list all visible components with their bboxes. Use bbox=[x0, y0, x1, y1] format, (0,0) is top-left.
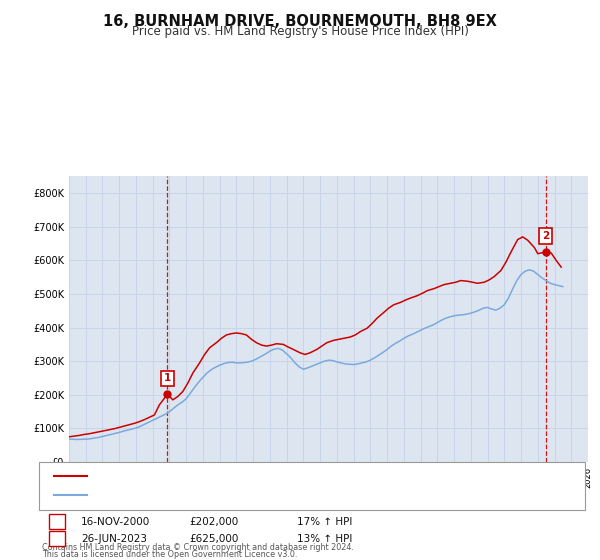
Text: 2: 2 bbox=[53, 534, 61, 544]
Text: 1: 1 bbox=[164, 374, 171, 384]
Text: 16, BURNHAM DRIVE, BOURNEMOUTH, BH8 9EX: 16, BURNHAM DRIVE, BOURNEMOUTH, BH8 9EX bbox=[103, 14, 497, 29]
Text: 17% ↑ HPI: 17% ↑ HPI bbox=[297, 517, 352, 527]
Text: 2: 2 bbox=[542, 231, 550, 241]
Text: 1: 1 bbox=[53, 517, 61, 527]
Text: £625,000: £625,000 bbox=[189, 534, 238, 544]
Text: Price paid vs. HM Land Registry's House Price Index (HPI): Price paid vs. HM Land Registry's House … bbox=[131, 25, 469, 38]
Text: Contains HM Land Registry data © Crown copyright and database right 2024.: Contains HM Land Registry data © Crown c… bbox=[42, 543, 354, 552]
Text: HPI: Average price, detached house, Bournemouth Christchurch and Poole: HPI: Average price, detached house, Bour… bbox=[96, 491, 449, 500]
Text: 16-NOV-2000: 16-NOV-2000 bbox=[81, 517, 150, 527]
Text: £202,000: £202,000 bbox=[189, 517, 238, 527]
Text: This data is licensed under the Open Government Licence v3.0.: This data is licensed under the Open Gov… bbox=[42, 550, 298, 559]
Text: 13% ↑ HPI: 13% ↑ HPI bbox=[297, 534, 352, 544]
Text: 26-JUN-2023: 26-JUN-2023 bbox=[81, 534, 147, 544]
Text: 16, BURNHAM DRIVE, BOURNEMOUTH, BH8 9EX (detached house): 16, BURNHAM DRIVE, BOURNEMOUTH, BH8 9EX … bbox=[96, 472, 409, 480]
